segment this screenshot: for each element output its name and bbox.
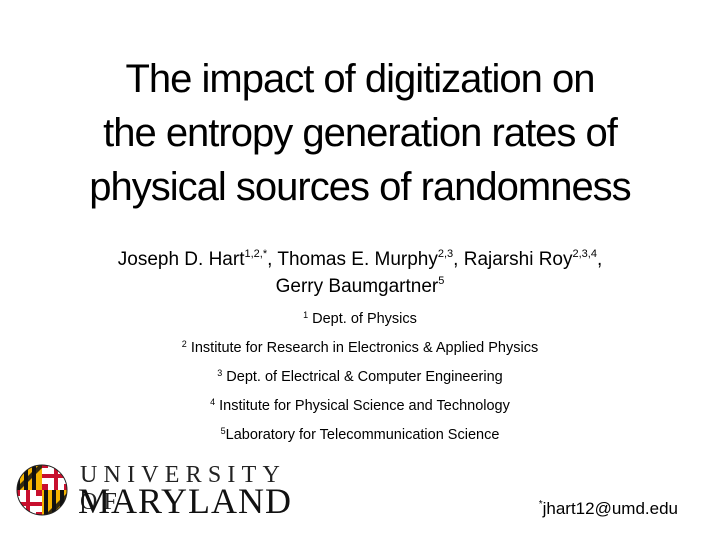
- affiliation-number: 3: [217, 368, 223, 378]
- author-separator: ,: [453, 249, 464, 270]
- affiliation-text: Dept. of Physics: [308, 311, 417, 327]
- author-superscript: 2,3,4: [572, 248, 597, 260]
- affiliation-3: 3 Dept. of Electrical & Computer Enginee…: [20, 368, 700, 386]
- author-superscript: 1,2,*: [244, 248, 268, 260]
- affiliation-number: 4: [210, 397, 216, 407]
- affiliation-5: 5Laboratory for Telecommunication Scienc…: [20, 426, 700, 444]
- email-marker: *: [538, 499, 543, 510]
- author-name: Rajarshi Roy: [463, 249, 573, 270]
- slide-title: The impact of digitization on the entrop…: [20, 52, 700, 214]
- affiliation-number: 1: [303, 310, 309, 320]
- contact-email: *jhart12@umd.edu: [539, 499, 678, 519]
- affiliation-number: 2: [181, 339, 187, 349]
- affiliation-1: 1 Dept. of Physics: [20, 310, 700, 328]
- author-superscript: 5: [438, 275, 445, 287]
- author-name: Thomas E. Murphy: [277, 249, 438, 270]
- author-list: Joseph D. Hart1,2,*, Thomas E. Murphy2,3…: [20, 246, 700, 300]
- affiliation-text: Laboratory for Telecommunication Science: [225, 427, 500, 443]
- title-line-3: physical sources of randomness: [89, 165, 631, 209]
- affiliation-4: 4 Institute for Physical Science and Tec…: [20, 397, 700, 415]
- affiliation-number: 5: [220, 426, 226, 436]
- author-name: Gerry Baumgartner: [275, 276, 439, 297]
- email-address: jhart12@umd.edu: [542, 499, 678, 518]
- affiliation-text: Institute for Physical Science and Techn…: [215, 398, 510, 414]
- affiliation-text: Institute for Research in Electronics & …: [186, 340, 539, 356]
- author-name: Joseph D. Hart: [117, 249, 245, 270]
- title-line-2: the entropy generation rates of: [103, 111, 618, 155]
- author-separator: ,: [596, 249, 603, 270]
- author-separator: ,: [267, 249, 278, 270]
- logo-maryland: MARYLAND: [78, 481, 293, 521]
- maryland-flag-globe-icon: [16, 464, 68, 516]
- author-superscript: 2,3: [437, 248, 454, 260]
- affiliation-text: Dept. of Electrical & Computer Engineeri…: [222, 369, 503, 385]
- affiliation-2: 2 Institute for Research in Electronics …: [20, 339, 700, 357]
- title-line-1: The impact of digitization on: [125, 57, 595, 101]
- logo-university-of: UNIVERSITY OF: [80, 462, 286, 515]
- university-logo: UNIVERSITY OF MARYLAND: [14, 462, 324, 521]
